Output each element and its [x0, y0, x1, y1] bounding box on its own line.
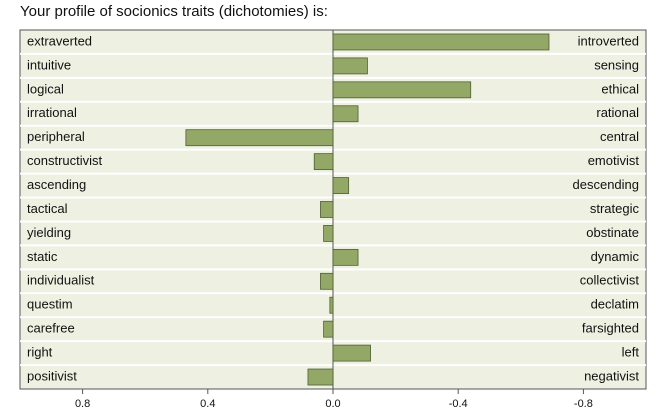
bar: [313, 153, 334, 171]
left-label: static: [27, 249, 58, 264]
bar: [307, 368, 334, 386]
right-label: introverted: [578, 33, 639, 48]
left-label: tactical: [27, 201, 68, 216]
right-label: dynamic: [591, 249, 640, 264]
x-tick-label: -0.4: [449, 398, 468, 410]
bar: [332, 248, 359, 266]
bar: [332, 33, 550, 51]
left-label: peripheral: [27, 129, 85, 144]
left-label: individualist: [27, 273, 95, 288]
chart-title: Your profile of socionics traits (dichot…: [20, 3, 328, 20]
bar: [323, 225, 334, 242]
left-label: positivist: [27, 368, 77, 383]
left-label: logical: [27, 81, 64, 96]
bar: [332, 344, 371, 362]
bar: [323, 320, 334, 338]
right-label: obstinate: [586, 225, 639, 240]
right-label: declatim: [591, 297, 639, 312]
right-label: collectivist: [580, 273, 640, 288]
right-label: rational: [596, 105, 639, 120]
x-tick-label: 0.0: [325, 398, 340, 410]
bar: [332, 57, 368, 75]
left-label: yielding: [27, 225, 71, 240]
left-label: extraverted: [27, 33, 92, 48]
left-label: right: [27, 345, 53, 360]
right-label: negativist: [584, 368, 639, 383]
right-label: emotivist: [588, 153, 640, 168]
right-label: sensing: [594, 57, 639, 72]
left-label: ascending: [27, 177, 86, 192]
right-label: ethical: [601, 81, 639, 96]
bar: [320, 272, 334, 290]
right-label: central: [600, 129, 639, 144]
bar: [329, 296, 334, 314]
x-tick-label: -0.8: [574, 398, 593, 410]
bar: [332, 177, 350, 194]
bar: [320, 201, 334, 218]
right-label: descending: [573, 177, 640, 192]
bar: [185, 129, 334, 147]
right-label: strategic: [590, 201, 640, 216]
right-label: left: [622, 345, 640, 360]
right-label: farsighted: [582, 321, 639, 336]
left-label: carefree: [27, 321, 75, 336]
left-label: questim: [27, 297, 73, 312]
left-label: intuitive: [27, 57, 71, 72]
x-tick-label: 0.8: [75, 398, 90, 410]
bar: [332, 105, 359, 123]
x-tick-label: 0.4: [200, 398, 215, 410]
bar: [332, 81, 472, 99]
left-label: constructivist: [27, 153, 103, 168]
left-label: irrational: [27, 105, 77, 120]
